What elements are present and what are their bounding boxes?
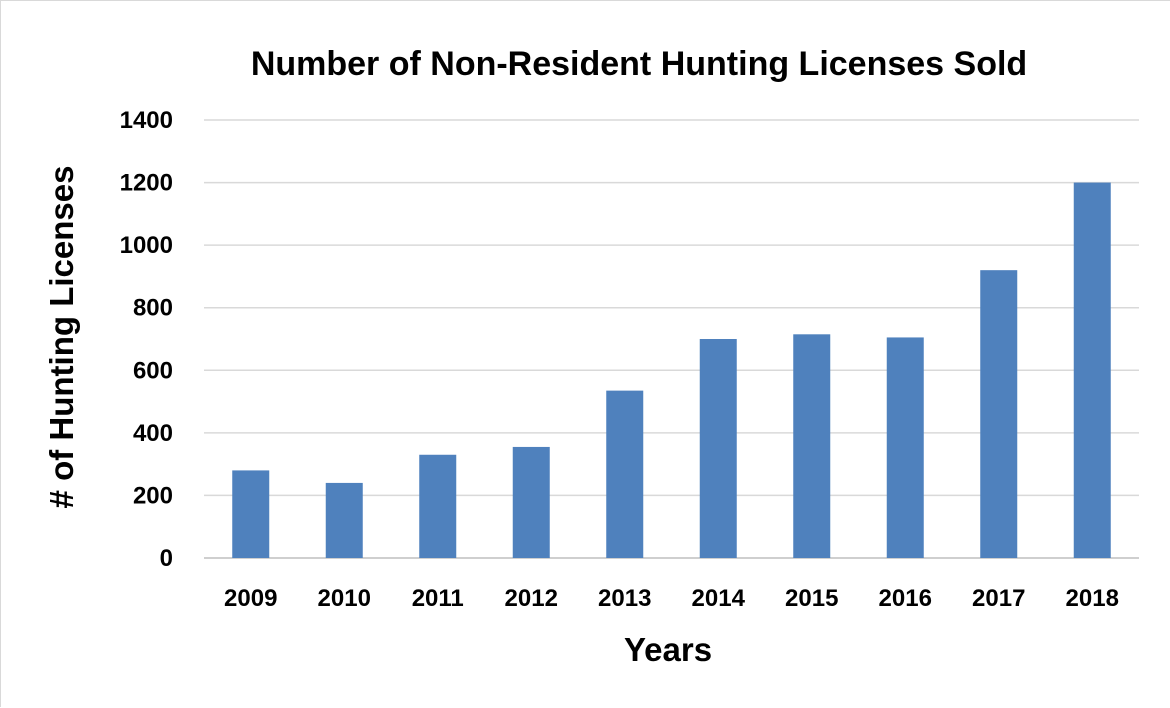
x-tick-label: 2014 (692, 585, 746, 612)
bar-2015 (793, 334, 831, 558)
y-tick-label: 200 (133, 482, 173, 509)
bar-2011 (419, 454, 457, 558)
y-tick-label: 800 (133, 295, 173, 322)
y-axis-tick-labels: 0 200 400 600 800 1000 1200 1400 (120, 107, 173, 572)
y-tick-label: 1400 (120, 107, 173, 134)
bar-2013 (606, 390, 644, 558)
y-tick-label: 1200 (120, 170, 173, 197)
y-tick-label: 1000 (120, 232, 173, 259)
y-axis-title: # of Hunting Licenses (43, 166, 80, 509)
x-tick-label: 2017 (972, 585, 1025, 612)
x-tick-label: 2015 (785, 585, 838, 612)
bar-2016 (886, 337, 924, 558)
y-tick-label: 0 (160, 545, 173, 572)
bar-2012 (512, 446, 550, 558)
y-tick-label: 400 (133, 420, 173, 447)
bars (232, 182, 1111, 559)
x-tick-label: 2018 (1066, 585, 1119, 612)
bar-2017 (980, 270, 1018, 558)
x-tick-label: 2012 (505, 585, 558, 612)
x-axis-tick-labels: 2009 2010 2011 2012 2013 2014 2015 2016 2017 2018 (224, 585, 1119, 612)
bar-2009 (232, 470, 270, 558)
x-tick-label: 2010 (318, 585, 371, 612)
chart-title: Number of Non-Resident Hunting Licenses … (251, 45, 1027, 83)
x-tick-label: 2016 (879, 585, 932, 612)
bar-2014 (699, 339, 737, 558)
x-tick-label: 2011 (412, 585, 464, 612)
y-tick-label: 600 (133, 357, 173, 384)
x-tick-label: 2013 (598, 585, 651, 612)
bar-2010 (325, 482, 363, 558)
x-axis-title: Years (624, 631, 712, 668)
x-tick-label: 2009 (224, 585, 277, 612)
bar-2018 (1073, 182, 1111, 559)
